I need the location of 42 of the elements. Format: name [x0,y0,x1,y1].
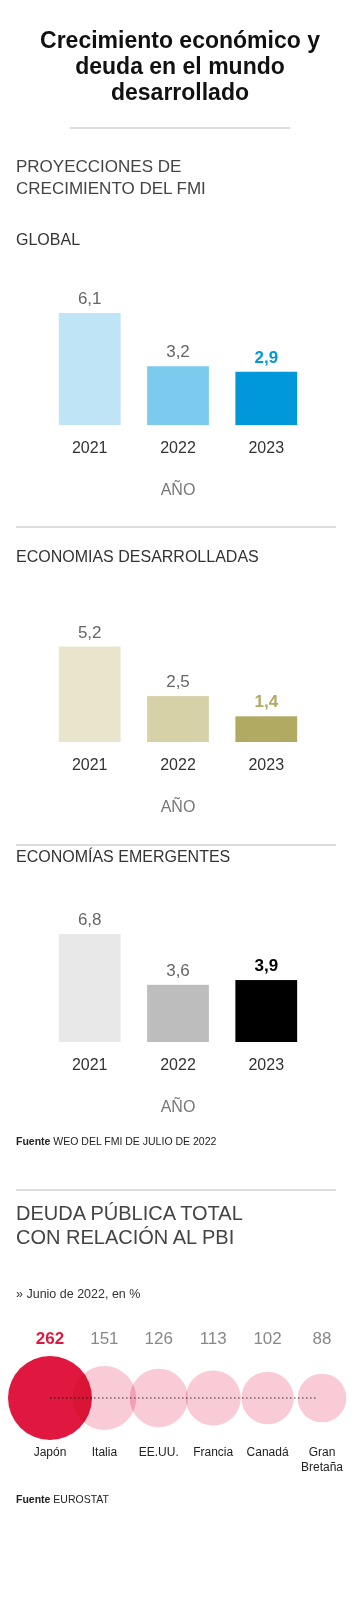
data-label: 88 [312,1329,332,1348]
source-note: Fuente WEO DEL FMI DE JULIO DE 2022 [16,1135,217,1147]
text: Crecimiento económico y deuda en el mundo desarrollado [40,27,321,105]
data-label: 2,5 [166,672,190,692]
category-label: Canadá [246,1445,289,1459]
data-label: 113 [199,1329,227,1348]
chart-title: ECONOMIAS DESARROLLADAS [16,548,259,565]
data-label: 262 [35,1329,65,1348]
source-note: Fuente EUROSTAT [16,1493,110,1505]
text: PROYECCIONES DE CRECIMIENTO DEL FMI [16,157,206,198]
category-label: Gran Bretaña [300,1445,344,1474]
data-label: 151 [90,1329,119,1348]
data-label: 6,8 [77,910,102,929]
category-label: EE.UU. [138,1445,179,1459]
x-tick-label: 2021 [71,756,108,773]
chart-title: GLOBAL [16,231,81,248]
text: DEUDA PÚBLICA TOTAL CON RELACIÓN AL PBI [16,1202,243,1248]
data-label: 2,9 [254,347,279,367]
x-tick-label: 2022 [160,439,196,456]
data-label: 6,1 [77,289,102,308]
x-tick-label: 2023 [248,1056,285,1073]
x-tick-label: 2022 [160,1056,196,1073]
x-axis-title: AÑO [160,479,196,498]
x-tick-label: 2021 [71,1056,108,1073]
data-label: 1,4 [254,692,279,712]
category-label: Italia [91,1445,118,1459]
data-label: 102 [253,1329,282,1348]
x-tick-label: 2022 [160,756,196,773]
x-tick-label: 2021 [71,439,108,456]
data-label: 126 [144,1329,173,1348]
category-label: Japón [33,1445,67,1459]
data-label: 3,9 [254,956,279,976]
data-label: 3,6 [166,960,190,980]
data-label: 5,2 [77,622,102,642]
x-tick-label: 2023 [248,756,285,773]
x-axis-title: AÑO [160,796,196,815]
data-label: 3,2 [166,342,190,362]
text: » Junio de 2022, en % [16,1287,141,1301]
category-label: Francia [193,1445,234,1459]
chart-title: ECONOMÍAS EMERGENTES [16,847,231,865]
x-axis-title: AÑO [160,1096,196,1115]
x-tick-label: 2023 [248,439,285,456]
